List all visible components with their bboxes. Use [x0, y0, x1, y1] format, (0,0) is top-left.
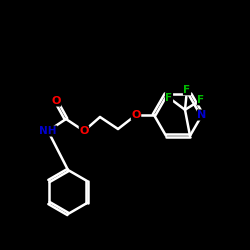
- Text: O: O: [79, 126, 89, 136]
- Text: N: N: [198, 110, 206, 120]
- Text: NH: NH: [39, 126, 57, 136]
- Text: O: O: [51, 96, 61, 106]
- Text: O: O: [131, 110, 141, 120]
- Text: F: F: [184, 85, 190, 95]
- Text: F: F: [198, 95, 204, 105]
- Text: F: F: [166, 93, 172, 103]
